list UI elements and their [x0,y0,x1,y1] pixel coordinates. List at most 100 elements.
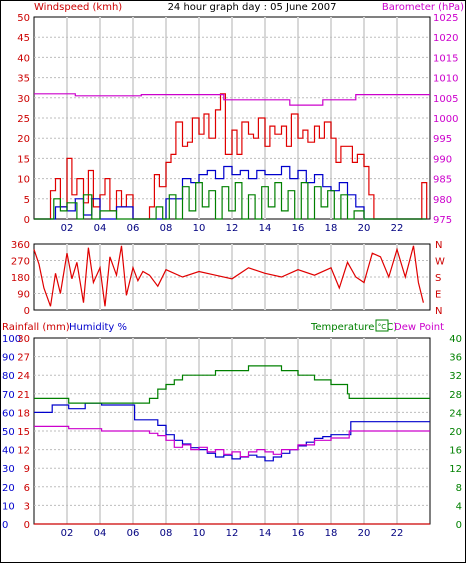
direction-compass-label: S [435,273,441,284]
panels: 0510152025303540455097598098599099510001… [2,13,462,539]
chart-title: 24 hour graph day : 05 June 2007 [168,2,337,13]
barometer-tick-label: 985 [433,175,452,186]
wind-x-tick-label: 02 [61,223,74,234]
series-line-barometer [34,93,430,106]
humidity-axis-label: Humidity % [69,322,127,333]
rainfall-tick-label: 30 [17,334,30,345]
rainfall-tick-label: 9 [24,464,30,475]
temperature-tick-label: 36 [449,353,462,364]
climate-x-tick-label: 10 [193,528,206,539]
humidity-tick-label: 0 [2,520,8,531]
windspeed-tick-label: 5 [24,195,30,206]
barometer-tick-label: 1005 [433,94,458,105]
windspeed-tick-label: 0 [24,215,30,226]
humidity-tick-label: 10 [2,501,15,512]
windspeed-tick-label: 15 [17,154,30,165]
temperature-tick-label: 0 [456,520,462,531]
direction-compass-label: N [435,240,442,251]
barometer-tick-label: 975 [433,215,452,226]
barometer-tick-label: 1000 [433,114,458,125]
wind-x-tick-label: 04 [94,223,107,234]
direction-degree-label: 180 [11,273,30,284]
windspeed-axis-label: Windspeed (kmh) [34,2,122,13]
windspeed-tick-label: 45 [17,33,30,44]
dewpoint-axis-label: Dew Point [394,322,444,333]
temperature-tick-label: 24 [449,408,462,419]
rainfall-tick-label: 27 [17,353,30,364]
barometer-tick-label: 1015 [433,53,458,64]
climate-x-tick-label: 22 [391,528,404,539]
humidity-tick-label: 50 [2,427,15,438]
humidity-tick-label: 40 [2,446,15,457]
rainfall-tick-label: 0 [24,520,30,531]
wind-x-tick-label: 18 [325,223,338,234]
rainfall-tick-label: 12 [17,446,30,457]
temperature-tick-label: 32 [449,371,462,382]
temperature-tick-label: 20 [449,427,462,438]
windspeed-tick-label: 40 [17,53,30,64]
barometer-tick-label: 980 [433,195,452,206]
climate-x-tick-label: 08 [160,528,173,539]
direction-compass-label: W [435,257,445,268]
wind-x-tick-label: 16 [292,223,305,234]
series-line-base [34,182,427,220]
wind-x-tick-label: 06 [127,223,140,234]
direction-degree-label: 0 [24,306,30,317]
temperature-tick-label: 4 [456,501,462,512]
barometer-axis-label: Barometer (hPa) [382,2,464,13]
temperature-axis-label: Temperature (°C) [310,322,397,333]
climate-x-tick-label: 16 [292,528,305,539]
barometer-tick-label: 1010 [433,74,458,85]
wind-x-tick-label: 14 [259,223,272,234]
rainfall-tick-label: 24 [17,371,30,382]
barometer-tick-label: 1020 [433,33,458,44]
temperature-unit-label: °C [378,323,387,331]
temperature-tick-label: 40 [449,334,462,345]
climate-x-tick-label: 18 [325,528,338,539]
series-line-gust [34,93,428,220]
rainfall-tick-label: 18 [17,408,30,419]
temperature-tick-label: 28 [449,390,462,401]
humidity-tick-label: 30 [2,464,15,475]
wind-x-tick-label: 12 [226,223,239,234]
series-line-average [34,165,427,220]
series-line-temperature [34,365,430,404]
windspeed-tick-label: 30 [17,94,30,105]
barometer-tick-label: 995 [433,134,452,145]
direction-compass-label: N [435,306,442,317]
barometer-tick-label: 1025 [433,13,458,24]
direction-compass-label: E [435,290,441,301]
windspeed-tick-label: 10 [17,175,30,186]
temperature-tick-label: 8 [456,483,462,494]
temperature-unit-box [375,319,389,332]
humidity-tick-label: 90 [2,353,15,364]
climate-x-tick-label: 04 [94,528,107,539]
rainfall-tick-label: 15 [17,427,30,438]
wind-x-tick-label: 22 [391,223,404,234]
climate-x-tick-label: 12 [226,528,239,539]
humidity-tick-label: 80 [2,371,15,382]
rainfall-tick-label: 6 [24,483,30,494]
wind-x-tick-label: 08 [160,223,173,234]
humidity-tick-label: 100 [2,334,21,345]
barometer-tick-label: 990 [433,154,452,165]
climate-x-tick-label: 20 [358,528,371,539]
temperature-tick-label: 12 [449,464,462,475]
rainfall-tick-label: 3 [24,501,30,512]
direction-degree-label: 360 [11,240,30,251]
windspeed-tick-label: 50 [17,13,30,24]
climate-x-tick-label: 06 [127,528,140,539]
windspeed-tick-label: 25 [17,114,30,125]
windspeed-tick-label: 20 [17,134,30,145]
series-line-dew-point [34,425,430,458]
rainfall-tick-label: 21 [17,390,30,401]
wind-x-tick-label: 20 [358,223,371,234]
humidity-tick-label: 20 [2,483,15,494]
temperature-tick-label: 16 [449,446,462,457]
series-line-wind-direction [33,245,424,307]
humidity-tick-label: 70 [2,390,15,401]
direction-degree-label: 90 [17,290,30,301]
wind-x-tick-label: 10 [193,223,206,234]
